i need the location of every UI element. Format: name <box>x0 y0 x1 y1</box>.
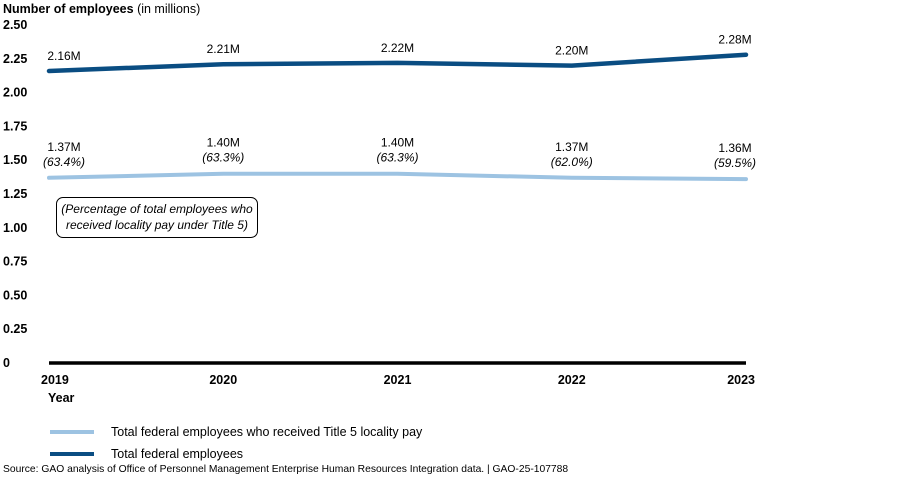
data-percent-label: (63.3%) <box>376 151 418 165</box>
legend-swatch-total <box>50 452 94 456</box>
data-percent-label: (62.0%) <box>551 155 593 169</box>
x-axis-ticks: 2019 2020 2021 2022 2023 <box>41 373 755 387</box>
x-tick-label: 2020 <box>209 373 237 387</box>
x-tick-label: 2019 <box>41 373 69 387</box>
y-axis-title: Number of employees (in millions) <box>3 2 200 16</box>
y-tick-label: 2.50 <box>3 18 27 32</box>
x-tick-label: 2021 <box>384 373 412 387</box>
percentage-annotation-text: (Percentage of total employees who recei… <box>61 202 253 232</box>
data-percent-label: (63.3%) <box>202 151 244 165</box>
y-tick-label: 0.25 <box>3 322 27 336</box>
legend: Total federal employees who received Tit… <box>50 421 422 465</box>
legend-swatch-locality-pay <box>50 430 94 434</box>
data-percent-label: (63.4%) <box>43 155 85 169</box>
legend-label-locality-pay: Total federal employees who received Tit… <box>111 425 423 439</box>
legend-item-total: Total federal employees <box>50 443 422 465</box>
x-tick-label: 2022 <box>558 373 586 387</box>
data-label: 1.37M <box>555 140 588 154</box>
legend-label-total: Total federal employees <box>111 447 244 461</box>
y-axis-title-units: (in millions) <box>134 2 201 16</box>
data-labels: 1.37M(63.4%)1.40M(63.3%)1.40M(63.3%)1.37… <box>43 33 756 170</box>
data-label: 2.21M <box>207 42 240 56</box>
y-axis-title-main: Number of employees <box>3 2 134 16</box>
data-label: 2.16M <box>47 49 80 63</box>
data-label: 1.37M <box>47 140 80 154</box>
y-tick-label: 1.00 <box>3 221 27 235</box>
series-lines <box>46 52 749 182</box>
y-tick-label: 0.75 <box>3 255 27 269</box>
y-tick-label: 1.25 <box>3 187 27 201</box>
data-percent-label: (59.5%) <box>714 156 756 170</box>
x-axis-title: Year <box>48 391 75 405</box>
y-tick-label: 2.00 <box>3 86 27 100</box>
data-label: 2.20M <box>555 44 588 58</box>
data-label: 2.28M <box>718 33 751 47</box>
data-label: 2.22M <box>381 41 414 55</box>
y-tick-label: 0.50 <box>3 288 27 302</box>
y-tick-label: 0 <box>3 356 10 370</box>
data-label: 1.40M <box>207 136 240 150</box>
y-tick-label: 1.75 <box>3 119 27 133</box>
series-line-total <box>46 52 749 74</box>
data-label: 1.40M <box>381 136 414 150</box>
y-tick-label: 2.25 <box>3 52 27 66</box>
data-label: 1.36M <box>718 141 751 155</box>
series-line-locality-pay <box>47 171 748 182</box>
source-note: Source: GAO analysis of Office of Person… <box>3 464 569 475</box>
y-axis-ticks: 0 0.25 0.50 0.75 1.00 1.25 1.50 1.75 2.00 2.25 2.5… <box>3 18 27 370</box>
legend-item-locality-pay: Total federal employees who received Tit… <box>50 421 422 443</box>
percentage-annotation-box: (Percentage of total employees who recei… <box>56 197 258 238</box>
y-tick-label: 1.50 <box>3 153 27 167</box>
x-tick-label: 2023 <box>727 373 755 387</box>
